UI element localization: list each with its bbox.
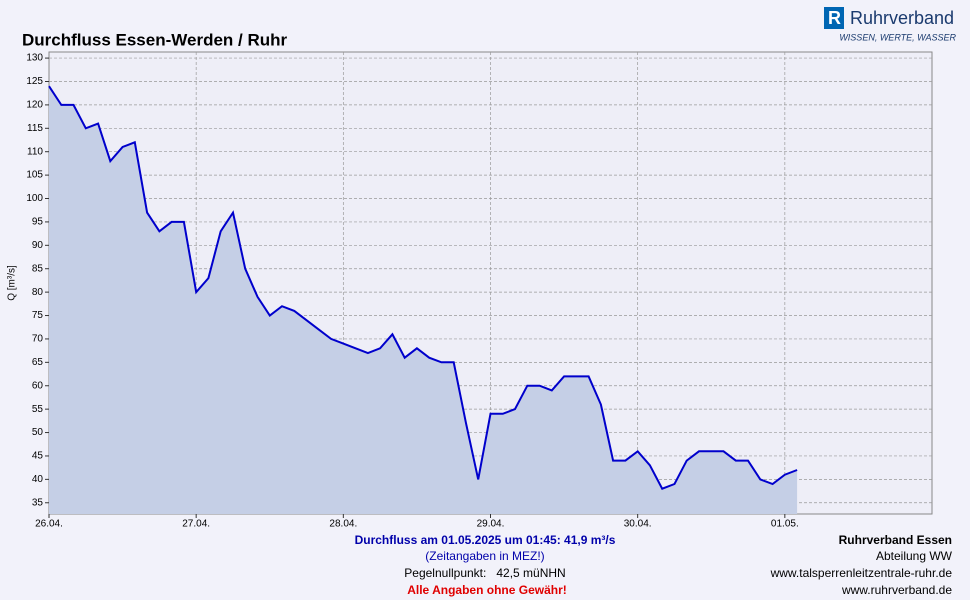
logo: R Ruhrverband WISSEN, WERTE, WASSER bbox=[824, 7, 956, 42]
y-tick-label: 50 bbox=[32, 427, 44, 438]
x-tick-label: 26.04. bbox=[35, 519, 63, 530]
logo-mark bbox=[824, 7, 844, 29]
brand-slogan: WISSEN, WERTE, WASSER bbox=[839, 32, 956, 42]
area-fill bbox=[49, 86, 798, 514]
x-tick-label: 01.05. bbox=[771, 519, 799, 530]
current-value: Durchfluss am 01.05.2025 um 01:45: 41,9 … bbox=[355, 533, 616, 547]
y-tick-label: 115 bbox=[27, 123, 43, 134]
gauge-zero: Pegelnullpunkt: 42,5 müNHN bbox=[404, 566, 565, 580]
y-tick-label: 95 bbox=[32, 217, 44, 228]
y-tick-label: 75 bbox=[32, 310, 44, 321]
y-tick-label: 55 bbox=[32, 404, 44, 415]
department: Abteilung WW bbox=[876, 549, 953, 563]
y-tick-label: 85 bbox=[32, 263, 44, 274]
y-axis-label: Q [m³/s] bbox=[7, 265, 18, 301]
y-tick-label: 40 bbox=[32, 474, 44, 485]
y-tick-label: 120 bbox=[26, 100, 43, 111]
y-tick-label: 65 bbox=[32, 357, 44, 368]
org-name: Ruhrverband Essen bbox=[839, 533, 952, 547]
y-tick-label: 60 bbox=[32, 380, 44, 391]
url: www.ruhrverband.de bbox=[841, 583, 952, 597]
x-tick-label: 27.04. bbox=[182, 519, 210, 530]
y-tick-label: 100 bbox=[26, 193, 43, 204]
y-tick-label: 80 bbox=[32, 287, 44, 298]
y-tick-label: 35 bbox=[32, 497, 44, 508]
y-tick-label: 125 bbox=[26, 76, 43, 87]
flow-line bbox=[48, 85, 798, 490]
timezone-note: (Zeitangaben in MEZ!) bbox=[425, 549, 544, 563]
y-tick-label: 130 bbox=[26, 53, 43, 64]
y-tick-label: 70 bbox=[32, 334, 44, 345]
x-tick-label: 29.04. bbox=[477, 519, 505, 530]
x-tick-label: 30.04. bbox=[624, 519, 652, 530]
y-tick-label: 105 bbox=[26, 170, 43, 181]
y-tick-label: 90 bbox=[32, 240, 44, 251]
disclaimer: Alle Angaben ohne Gewähr! bbox=[407, 583, 567, 597]
brand-name: Ruhrverband bbox=[850, 8, 954, 28]
chart-title: Durchfluss Essen-Werden / Ruhr bbox=[22, 30, 288, 49]
url: www.talsperrenleitzentrale-ruhr.de bbox=[770, 566, 953, 580]
logo-letter: R bbox=[828, 8, 841, 28]
x-tick-label: 28.04. bbox=[329, 519, 357, 530]
footer: Durchfluss am 01.05.2025 um 01:45: 41,9 … bbox=[355, 533, 953, 597]
y-tick-label: 45 bbox=[32, 451, 44, 462]
y-tick-label: 110 bbox=[27, 146, 43, 157]
